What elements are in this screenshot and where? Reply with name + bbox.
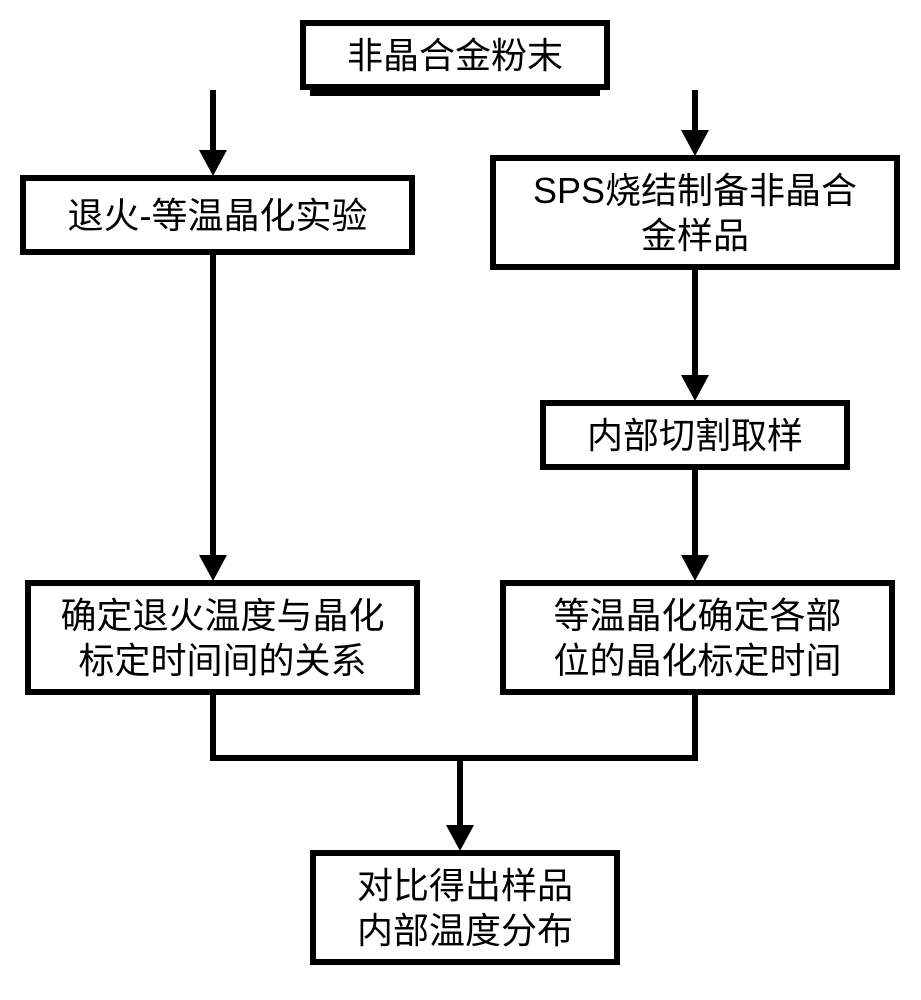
flow-node-n2: 退火-等温晶化实验: [20, 175, 415, 255]
flow-node-label: 内部切割取样: [587, 413, 803, 458]
flow-node-label: 退火-等温晶化实验: [68, 193, 368, 238]
flow-node-n3: SPS烧结制备非晶合金样品: [490, 155, 900, 270]
edge-segment: [692, 695, 698, 755]
flow-node-label: 对比得出样品内部温度分布: [357, 863, 573, 953]
flow-node-label: SPS烧结制备非晶合金样品: [533, 168, 857, 258]
flow-node-n4: 内部切割取样: [540, 400, 850, 470]
edge-segment: [210, 695, 216, 755]
edge-segment: [692, 270, 698, 377]
flow-node-n6: 等温晶化确定各部位的晶化标定时间: [500, 580, 895, 695]
edge-segment: [457, 755, 463, 827]
flow-node-label: 等温晶化确定各部位的晶化标定时间: [553, 593, 841, 683]
arrowhead-icon: [681, 375, 709, 401]
edge-segment: [210, 755, 698, 761]
arrowhead-icon: [446, 825, 474, 851]
flow-node-label: 确定退火温度与晶化标定时间间的关系: [60, 593, 384, 683]
edge-segment: [692, 470, 698, 557]
flow-node-n7: 对比得出样品内部温度分布: [310, 850, 620, 965]
edge-segment: [210, 90, 216, 152]
arrowhead-icon: [199, 555, 227, 581]
flow-node-n5: 确定退火温度与晶化标定时间间的关系: [25, 580, 420, 695]
edge-segment: [210, 255, 216, 557]
flowchart-canvas: 非晶合金粉末退火-等温晶化实验 SPS烧结制备非晶合金样品内部切割取样确定退火温度…: [0, 0, 921, 1000]
edge-segment: [310, 90, 600, 96]
flow-node-label: 非晶合金粉末: [347, 33, 563, 78]
edge-segment: [692, 90, 698, 132]
arrowhead-icon: [199, 150, 227, 176]
flow-node-n1: 非晶合金粉末: [300, 20, 610, 90]
arrowhead-icon: [681, 130, 709, 156]
arrowhead-icon: [681, 555, 709, 581]
